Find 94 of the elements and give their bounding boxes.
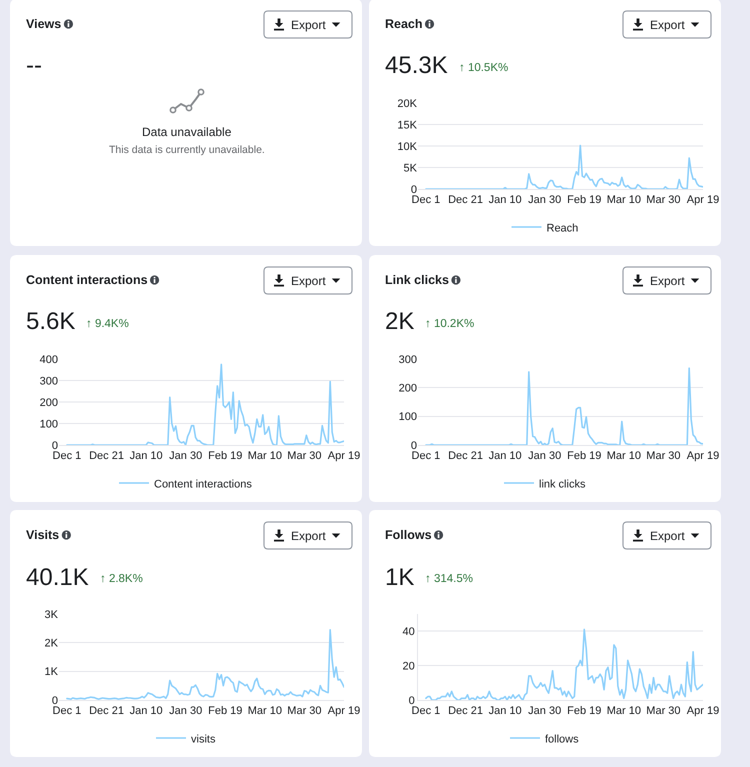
x-tick-label: Feb 19 (567, 450, 602, 462)
x-tick-label: Mar 10 (248, 450, 282, 462)
y-tick-label: 0 (408, 694, 415, 707)
x-tick-label: Jan 30 (528, 194, 562, 206)
chart-title: Content interactions (26, 273, 148, 287)
x-tick-label: Apr 19 (686, 450, 720, 462)
legend-label: Content interactions (154, 478, 252, 490)
x-tick-label: Mar 30 (646, 194, 681, 206)
y-tick-label: 5K (404, 162, 418, 174)
text: Views (26, 17, 62, 31)
legend-label: follows (545, 733, 580, 746)
x-tick-label: Jan 10 (130, 450, 163, 462)
x-tick-label: Dec 21 (89, 705, 124, 718)
x-tick-label: Jan 10 (130, 705, 163, 718)
x-tick-label: Apr 19 (686, 705, 720, 718)
x-tick-label: Jan 30 (528, 450, 562, 462)
y-tick-label: 1K (44, 666, 59, 678)
x-tick-label: Mar 10 (606, 450, 641, 462)
x-tick-label: Dec 21 (448, 450, 483, 462)
x-tick-label: Mar 30 (646, 705, 681, 718)
y-tick-label: 100 (398, 411, 417, 424)
x-tick-label: Dec 1 (52, 450, 82, 462)
text: Export (650, 18, 686, 32)
y-tick-label: 0 (410, 184, 417, 196)
line-series (425, 144, 703, 189)
x-tick-label: Apr 19 (328, 450, 360, 462)
text: Data unavailable (142, 125, 232, 139)
text: ↑ 2.8K% (100, 573, 143, 585)
y-tick-label: 3K (44, 608, 59, 621)
x-tick-label: Feb 19 (567, 705, 602, 718)
text: ↑ 9.4K% (86, 318, 129, 330)
y-tick-label: 400 (40, 354, 58, 366)
legend-label: visits (191, 733, 216, 746)
y-tick-label: 0 (52, 694, 58, 707)
x-tick-label: Apr 19 (686, 194, 720, 206)
legend-label: Reach (546, 222, 578, 234)
x-tick-label: Mar 10 (606, 705, 641, 718)
chart-title: Link clicks (385, 273, 449, 287)
x-tick-label: Dec 21 (448, 194, 483, 206)
x-tick-label: Mar 10 (248, 705, 282, 718)
x-tick-label: Jan 10 (488, 705, 522, 718)
text: Export (650, 529, 686, 543)
x-tick-label: Feb 19 (567, 194, 602, 206)
chart-title: Follows (385, 528, 432, 542)
text: ↑ 10.5K% (459, 62, 508, 74)
x-tick-label: Mar 30 (287, 705, 322, 718)
x-tick-label: Dec 1 (412, 450, 440, 462)
y-tick-label: 200 (398, 382, 417, 395)
line-series (425, 628, 703, 700)
x-tick-label: Jan 10 (488, 450, 522, 462)
y-tick-label: 20 (402, 660, 415, 672)
line-series (425, 367, 703, 445)
line-series (66, 628, 344, 700)
y-tick-label: 40 (402, 626, 415, 638)
line-series (66, 364, 344, 445)
y-tick-label: 10K (397, 140, 418, 153)
chart-subtitle: 40.1K (26, 564, 89, 591)
y-tick-label: 300 (398, 354, 417, 366)
x-tick-label: Mar 10 (606, 194, 641, 206)
x-tick-label: Mar 30 (287, 450, 322, 462)
x-tick-label: Feb 19 (208, 450, 242, 462)
x-tick-label: Dec 21 (89, 450, 124, 462)
text: Export (291, 274, 326, 288)
chart-subtitle: 5.6K (26, 308, 76, 335)
y-tick-label: 0 (52, 440, 58, 452)
chart-subtitle: 45.3K (385, 52, 448, 79)
x-tick-label: Dec 1 (52, 705, 82, 718)
y-tick-label: 0 (410, 440, 417, 452)
text: ↑ 10.2K% (425, 318, 474, 330)
x-tick-label: Jan 30 (169, 705, 202, 718)
x-tick-label: Jan 30 (169, 450, 202, 462)
text: Export (291, 529, 326, 543)
x-tick-label: Jan 10 (488, 194, 522, 206)
chart-title: Reach (385, 17, 423, 31)
x-tick-label: Apr 19 (328, 705, 360, 718)
text: Export (650, 274, 686, 288)
x-tick-label: Jan 30 (528, 705, 562, 718)
y-tick-label: 300 (40, 375, 58, 388)
x-tick-label: Dec 1 (412, 705, 440, 718)
y-tick-label: 2K (44, 638, 59, 650)
text: ↑ 314.5% (425, 573, 473, 585)
x-tick-label: Mar 30 (646, 450, 681, 462)
y-tick-label: 200 (40, 396, 58, 409)
text: Export (291, 18, 326, 32)
chart-title: Visits (26, 528, 60, 542)
y-tick-label: 15K (397, 119, 418, 132)
legend-label: link clicks (539, 478, 586, 490)
x-tick-label: Dec 1 (412, 194, 440, 206)
y-tick-label: 100 (40, 418, 58, 430)
text: -- (26, 52, 42, 79)
x-tick-label: Feb 19 (208, 705, 242, 718)
text: This data is currently unavailable. (109, 144, 265, 156)
y-tick-label: 20K (397, 98, 418, 110)
x-tick-label: Dec 21 (448, 705, 483, 718)
